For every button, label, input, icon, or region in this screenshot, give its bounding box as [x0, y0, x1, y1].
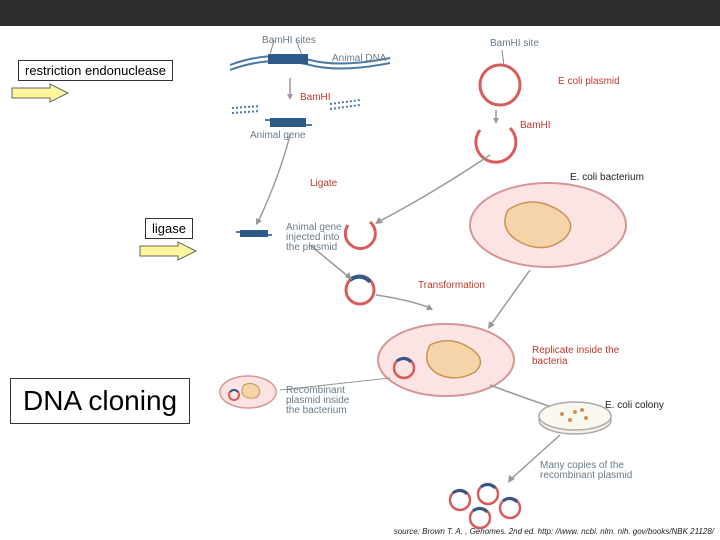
label-bamhi-sites: BamHI sites: [262, 35, 316, 46]
label-replicate-1: Replicate inside the: [532, 345, 619, 356]
source-citation: source: Brown T. A. , Genomes. 2nd ed. h…: [394, 527, 714, 536]
recombinant-plasmid-small: [346, 276, 374, 304]
ecoli-bacterium-small: [220, 376, 276, 408]
label-bamhi-site: BamHI site: [490, 38, 539, 49]
ecoli-bacterium-top: [470, 183, 626, 267]
slide: restriction endonuclease ligase DNA clon…: [0, 0, 720, 540]
label-transformation: Transformation: [418, 280, 485, 291]
label-bamhi-left: BamHI: [300, 92, 331, 103]
label-replicate-2: bacteria: [532, 356, 568, 367]
label-ecoli-bacterium: E. coli bacterium: [570, 172, 644, 183]
cut-animal-dna: [232, 100, 360, 127]
label-recombinant-3: the bacterium: [286, 405, 347, 416]
label-gene-injected-3: the plasmid: [286, 242, 337, 253]
ecoli-plasmid: [480, 50, 520, 105]
petri-dish: [539, 402, 611, 434]
label-animal-gene: Animal gene: [250, 130, 306, 141]
label-ligate: Ligate: [310, 178, 337, 189]
label-animal-dna: Animal DNA: [332, 53, 386, 64]
cut-plasmid: [476, 128, 516, 162]
label-bamhi-right: BamHI: [520, 120, 551, 131]
label-many-copies-2: recombinant plasmid: [540, 470, 632, 481]
many-plasmid-copies: [450, 435, 560, 528]
label-ecoli-plasmid: E coli plasmid: [558, 76, 620, 87]
label-ecoli-colony: E. coli colony: [605, 400, 664, 411]
ecoli-bacterium-transformed: [378, 324, 514, 396]
